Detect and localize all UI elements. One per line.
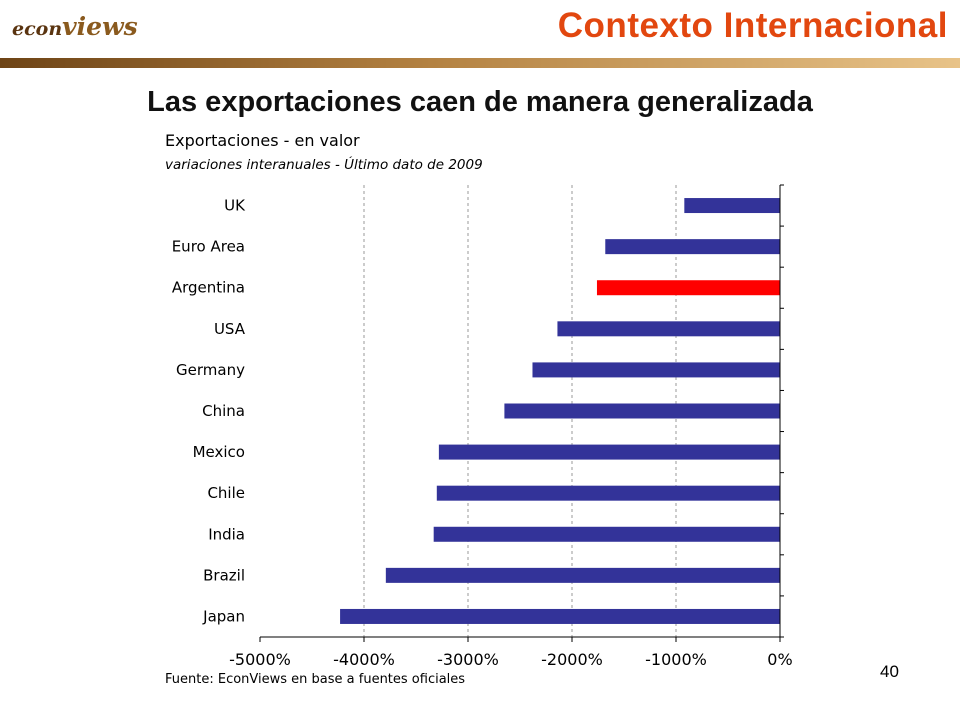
section-title: Contexto Internacional (557, 6, 948, 45)
bar-japan (340, 608, 780, 624)
slide-title: Las exportaciones caen de manera general… (147, 86, 813, 118)
bar-germany (532, 362, 780, 378)
econviews-logo: econviews (12, 12, 138, 41)
x-tick-label: -1000% (645, 650, 707, 669)
category-label: Mexico (193, 443, 245, 461)
bar-india (433, 526, 780, 542)
category-label: Argentina (172, 279, 245, 297)
category-label: Germany (176, 361, 245, 379)
x-tick-label: -4000% (333, 650, 395, 669)
bar-uk (684, 198, 780, 214)
header-divider-bar (0, 58, 960, 68)
bar-mexico (438, 444, 780, 460)
category-label: Chile (207, 484, 245, 502)
source-note: Fuente: EconViews en base a fuentes ofic… (165, 672, 466, 687)
category-label: China (202, 402, 245, 420)
x-tick-label: -5000% (229, 650, 291, 669)
bar-usa (557, 321, 780, 337)
category-label: Brazil (203, 566, 245, 584)
logo-suffix: views (62, 12, 138, 41)
x-tick-label: -3000% (437, 650, 499, 669)
x-tick-label: 0% (767, 650, 792, 669)
chart-subtitle: variaciones interanuales - Último dato d… (165, 157, 483, 173)
category-label: USA (214, 320, 246, 338)
category-label: Japan (202, 607, 245, 625)
bar-china (504, 403, 780, 419)
category-label: Euro Area (172, 238, 245, 256)
category-label: UK (224, 197, 246, 215)
category-label: India (208, 525, 245, 543)
x-tick-label: -2000% (541, 650, 603, 669)
logo-prefix: econ (12, 18, 63, 40)
chart-title: Exportaciones - en valor (165, 131, 360, 150)
bar-argentina (596, 280, 780, 296)
bar-chile (436, 485, 780, 501)
page-number: 40 (880, 662, 899, 681)
bar-brazil (385, 567, 780, 583)
bar-euro-area (605, 239, 780, 255)
